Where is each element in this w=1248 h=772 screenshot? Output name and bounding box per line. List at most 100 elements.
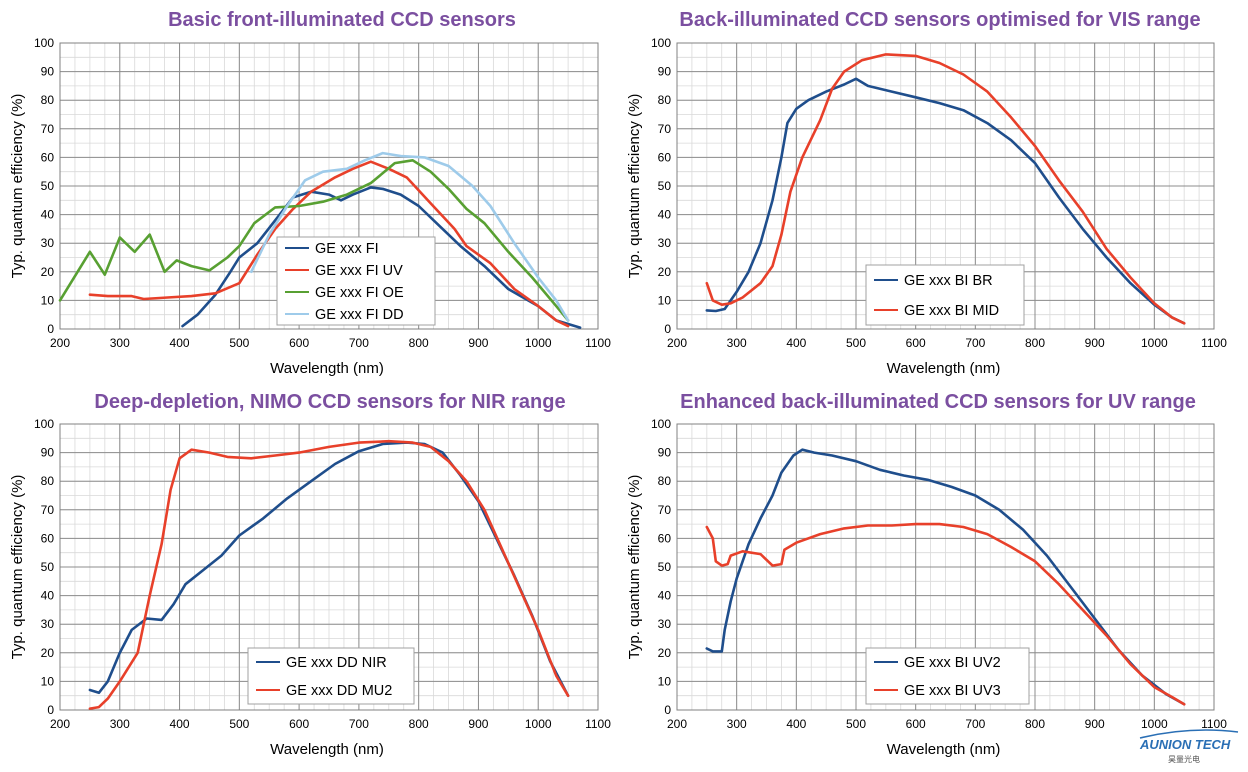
x-tick-label: 600 — [289, 336, 309, 350]
y-tick-label: 60 — [658, 150, 672, 164]
y-tick-label: 100 — [34, 36, 54, 50]
y-tick-label: 10 — [41, 674, 55, 688]
brand-logo: AUNION TECH 昊量光电 — [1139, 729, 1239, 764]
x-tick-label: 700 — [349, 336, 369, 350]
x-tick-label: 900 — [468, 336, 488, 350]
y-tick-label: 30 — [658, 617, 672, 631]
y-tick-label: 0 — [664, 322, 671, 336]
legend-entry: GE xxx BI UV3 — [904, 683, 1001, 699]
x-tick-label: 700 — [965, 336, 985, 350]
y-tick-label: 20 — [658, 265, 672, 279]
y-tick-label: 100 — [651, 36, 671, 50]
legend-entry: GE xxx FI UV — [315, 263, 403, 279]
x-tick-label: 700 — [965, 717, 985, 731]
y-tick-label: 30 — [658, 236, 672, 250]
x-tick-label: 200 — [50, 717, 70, 731]
x-tick-label: 1000 — [525, 336, 552, 350]
x-tick-label: 300 — [727, 717, 747, 731]
y-tick-label: 10 — [41, 293, 55, 307]
y-tick-label: 60 — [41, 531, 55, 545]
x-tick-label: 500 — [229, 336, 249, 350]
x-tick-label: 1100 — [585, 336, 611, 350]
x-tick-label: 800 — [409, 336, 429, 350]
x-axis-label: Wavelength (nm) — [887, 360, 1001, 377]
x-tick-label: 600 — [289, 717, 309, 731]
x-tick-label: 1000 — [1141, 717, 1168, 731]
chart-title: Enhanced back-illuminated CCD sensors fo… — [680, 391, 1196, 413]
x-tick-label: 800 — [409, 717, 429, 731]
y-tick-label: 90 — [41, 65, 55, 79]
chart-title: Back-illuminated CCD sensors optimised f… — [679, 9, 1200, 31]
y-tick-label: 90 — [658, 446, 672, 460]
x-tick-label: 400 — [786, 336, 806, 350]
legend-entry: GE xxx FI OE — [315, 285, 404, 301]
y-tick-label: 30 — [41, 617, 55, 631]
y-tick-label: 80 — [658, 474, 672, 488]
y-tick-label: 20 — [41, 646, 55, 660]
x-tick-label: 300 — [110, 336, 130, 350]
x-tick-label: 1000 — [525, 717, 552, 731]
series-line-2 — [705, 522, 1186, 706]
y-axis-label: Typ. quantum efficiency (%) — [626, 475, 643, 660]
x-tick-label: 1000 — [1141, 336, 1168, 350]
legend-entry: GE xxx BI MID — [904, 303, 999, 319]
chart-3: 200 300 400 500 600 700 800 900 1000 1100 0 10 20 30 4… — [9, 391, 611, 758]
x-tick-label: 600 — [906, 336, 926, 350]
y-tick-label: 70 — [658, 122, 672, 136]
legend-entry: GE xxx DD MU2 — [286, 683, 392, 699]
y-tick-label: 90 — [41, 446, 55, 460]
y-tick-label: 40 — [41, 208, 55, 222]
legend-entry: GE xxx FI DD — [315, 307, 404, 323]
x-tick-label: 300 — [110, 717, 130, 731]
x-axis-label: Wavelength (nm) — [887, 741, 1001, 758]
x-tick-label: 300 — [727, 336, 747, 350]
legend: GE xxx DD NIR GE xxx DD MU2 — [247, 647, 415, 705]
y-tick-label: 100 — [651, 417, 671, 431]
logo-subtext: 昊量光电 — [1168, 754, 1200, 764]
x-tick-label: 800 — [1025, 717, 1045, 731]
series-line-1 — [705, 448, 1186, 706]
y-tick-label: 20 — [41, 265, 55, 279]
legend: GE xxx FI GE xxx FI UV GE xxx FI OE GE xxx … — [276, 236, 436, 326]
y-tick-label: 50 — [41, 560, 55, 574]
legend-entry: GE xxx DD NIR — [286, 655, 387, 671]
series-line-4 — [250, 151, 570, 322]
chart-1: 200 300 400 500 600 700 800 900 1000 1100 0 10 20 30 4… — [9, 9, 611, 377]
y-tick-label: 80 — [41, 474, 55, 488]
y-tick-label: 10 — [658, 674, 672, 688]
x-tick-label: 900 — [1085, 336, 1105, 350]
y-tick-label: 80 — [658, 93, 672, 107]
series-line-2 — [88, 160, 570, 328]
x-tick-label: 700 — [349, 717, 369, 731]
y-tick-label: 50 — [658, 560, 672, 574]
x-tick-label: 200 — [667, 336, 687, 350]
y-tick-label: 90 — [658, 65, 672, 79]
y-tick-label: 20 — [658, 646, 672, 660]
y-tick-label: 50 — [658, 179, 672, 193]
y-tick-label: 40 — [658, 589, 672, 603]
legend: GE xxx BI BR GE xxx BI MID — [865, 264, 1025, 326]
legend-entry: GE xxx FI — [315, 241, 379, 257]
x-axis-label: Wavelength (nm) — [270, 741, 384, 758]
logo-swoosh — [1139, 729, 1239, 739]
plot-frame — [676, 42, 1215, 330]
y-axis-label: Typ. quantum efficiency (%) — [626, 94, 643, 279]
x-tick-label: 900 — [1085, 717, 1105, 731]
y-tick-label: 70 — [658, 503, 672, 517]
chart-title: Deep-depletion, NIMO CCD sensors for NIR… — [94, 391, 565, 413]
x-tick-label: 500 — [229, 717, 249, 731]
x-tick-label: 1100 — [1201, 336, 1227, 350]
y-tick-label: 10 — [658, 293, 672, 307]
legend-box — [276, 236, 436, 326]
y-tick-label: 60 — [658, 531, 672, 545]
plot-frame — [59, 423, 599, 711]
x-tick-label: 200 — [50, 336, 70, 350]
y-axis-label: Typ. quantum efficiency (%) — [9, 94, 26, 279]
y-tick-label: 0 — [664, 703, 671, 717]
legend-entry: GE xxx BI UV2 — [904, 655, 1001, 671]
x-tick-label: 400 — [170, 336, 190, 350]
legend-box — [865, 264, 1025, 326]
legend-box — [865, 647, 1030, 705]
x-tick-label: 600 — [906, 717, 926, 731]
